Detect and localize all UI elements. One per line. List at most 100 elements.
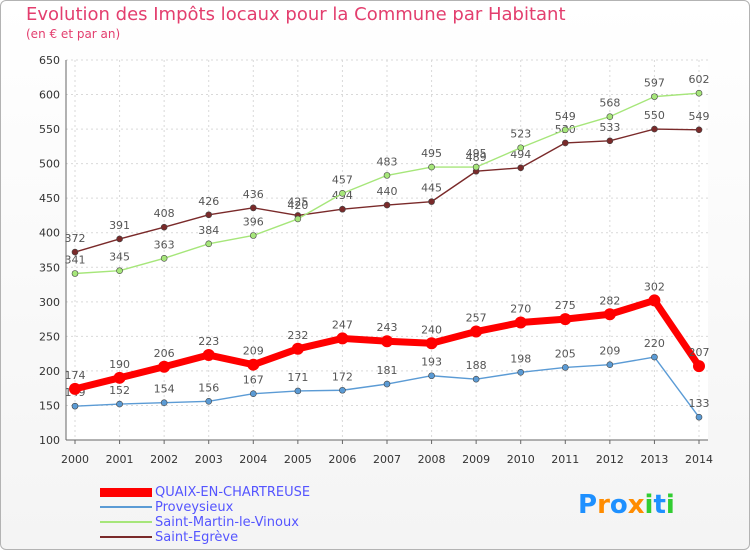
data-point bbox=[651, 353, 658, 361]
data-point bbox=[470, 325, 483, 338]
data-label: 174 bbox=[65, 369, 86, 382]
proxiti-logo: Proxiti bbox=[578, 490, 675, 520]
data-point bbox=[160, 399, 168, 406]
chart-subtitle: (en € et par an) bbox=[26, 27, 121, 41]
data-label: 550 bbox=[644, 109, 665, 122]
legend-swatch bbox=[100, 536, 152, 538]
data-label: 445 bbox=[421, 182, 442, 195]
y-tick-label: 100 bbox=[39, 434, 60, 447]
y-tick-label: 500 bbox=[39, 158, 60, 171]
data-label: 341 bbox=[65, 253, 86, 266]
data-label: 282 bbox=[599, 294, 620, 307]
data-point bbox=[603, 308, 616, 321]
legend-item: Saint-Martin-le-Vinoux bbox=[100, 515, 400, 530]
chart-title: Evolution des Impôts locaux pour la Comm… bbox=[26, 4, 566, 25]
x-tick-label: 2002 bbox=[150, 453, 178, 466]
data-label: 275 bbox=[555, 299, 576, 312]
legend-item: Saint-Egrève bbox=[100, 530, 400, 545]
data-label: 209 bbox=[243, 345, 264, 358]
data-point bbox=[294, 387, 302, 395]
data-label: 568 bbox=[599, 97, 620, 110]
data-point bbox=[695, 126, 703, 134]
x-tick-label: 2000 bbox=[61, 453, 89, 466]
data-label: 302 bbox=[644, 280, 665, 293]
logo-letter: i bbox=[665, 490, 675, 520]
logo-letter: r bbox=[597, 490, 610, 520]
chart-legend: QUAIX-EN-CHARTREUSE Proveysieux Saint-Mart… bbox=[100, 485, 400, 545]
data-point bbox=[160, 254, 168, 262]
data-point bbox=[561, 139, 569, 147]
y-tick-label: 150 bbox=[39, 399, 60, 412]
data-label: 172 bbox=[332, 370, 353, 383]
data-label: 240 bbox=[421, 323, 442, 336]
data-point bbox=[249, 390, 257, 398]
data-label: 188 bbox=[466, 359, 487, 372]
data-label: 436 bbox=[243, 188, 264, 201]
legend-label: Saint-Martin-le-Vinoux bbox=[155, 515, 299, 530]
data-point bbox=[517, 144, 525, 152]
data-label: 198 bbox=[510, 352, 531, 365]
data-point bbox=[472, 163, 480, 171]
data-point bbox=[425, 337, 438, 350]
data-label: 483 bbox=[377, 155, 398, 168]
data-label: 391 bbox=[109, 219, 130, 232]
data-point bbox=[205, 398, 213, 405]
data-point bbox=[381, 335, 393, 348]
data-point bbox=[202, 349, 215, 362]
data-point bbox=[113, 371, 126, 384]
data-point bbox=[428, 372, 435, 380]
data-label: 167 bbox=[243, 374, 264, 387]
data-point bbox=[651, 93, 658, 100]
data-point bbox=[693, 360, 705, 373]
data-point bbox=[648, 294, 661, 307]
legend-swatch bbox=[100, 506, 152, 508]
data-point bbox=[383, 172, 391, 179]
data-label: 549 bbox=[555, 110, 576, 123]
data-point bbox=[606, 137, 614, 145]
x-tick-label: 2001 bbox=[106, 453, 134, 466]
data-point bbox=[116, 235, 123, 243]
data-label: 597 bbox=[644, 77, 665, 90]
y-tick-label: 650 bbox=[39, 54, 60, 67]
data-label: 489 bbox=[466, 151, 487, 164]
data-point bbox=[561, 126, 569, 134]
data-point bbox=[514, 316, 527, 329]
data-label: 363 bbox=[154, 238, 175, 251]
data-point bbox=[559, 313, 572, 326]
data-label: 133 bbox=[689, 397, 710, 410]
data-label: 209 bbox=[599, 345, 620, 358]
x-tick-label: 2011 bbox=[551, 453, 579, 466]
data-point bbox=[71, 402, 79, 410]
data-point bbox=[606, 361, 614, 368]
x-tick-label: 2013 bbox=[640, 453, 668, 466]
data-point bbox=[247, 358, 260, 371]
data-point bbox=[291, 342, 304, 355]
data-label: 207 bbox=[689, 346, 710, 359]
x-tick-label: 2003 bbox=[195, 453, 223, 466]
logo-letter: P bbox=[578, 490, 598, 520]
data-point bbox=[517, 164, 525, 172]
y-tick-label: 200 bbox=[39, 365, 60, 378]
data-point bbox=[561, 364, 569, 371]
data-label: 243 bbox=[377, 321, 398, 334]
legend-item: Proveysieux bbox=[100, 500, 400, 515]
data-point bbox=[160, 223, 168, 231]
data-point bbox=[428, 163, 435, 171]
data-point bbox=[695, 413, 703, 421]
data-point bbox=[71, 248, 79, 256]
x-tick-label: 2004 bbox=[239, 453, 267, 466]
data-label: 533 bbox=[599, 121, 620, 134]
data-point bbox=[517, 368, 525, 376]
data-label: 602 bbox=[689, 73, 710, 86]
x-tick-label: 2012 bbox=[596, 453, 624, 466]
data-point bbox=[336, 332, 349, 345]
data-label: 181 bbox=[377, 364, 398, 377]
data-label: 247 bbox=[332, 318, 353, 331]
legend-label: Proveysieux bbox=[155, 500, 234, 515]
data-label: 205 bbox=[555, 347, 576, 360]
y-tick-label: 250 bbox=[39, 330, 60, 343]
legend-label: Saint-Egrève bbox=[155, 530, 239, 545]
data-label: 457 bbox=[332, 173, 353, 186]
data-label: 396 bbox=[243, 215, 264, 228]
data-label: 220 bbox=[644, 337, 665, 350]
